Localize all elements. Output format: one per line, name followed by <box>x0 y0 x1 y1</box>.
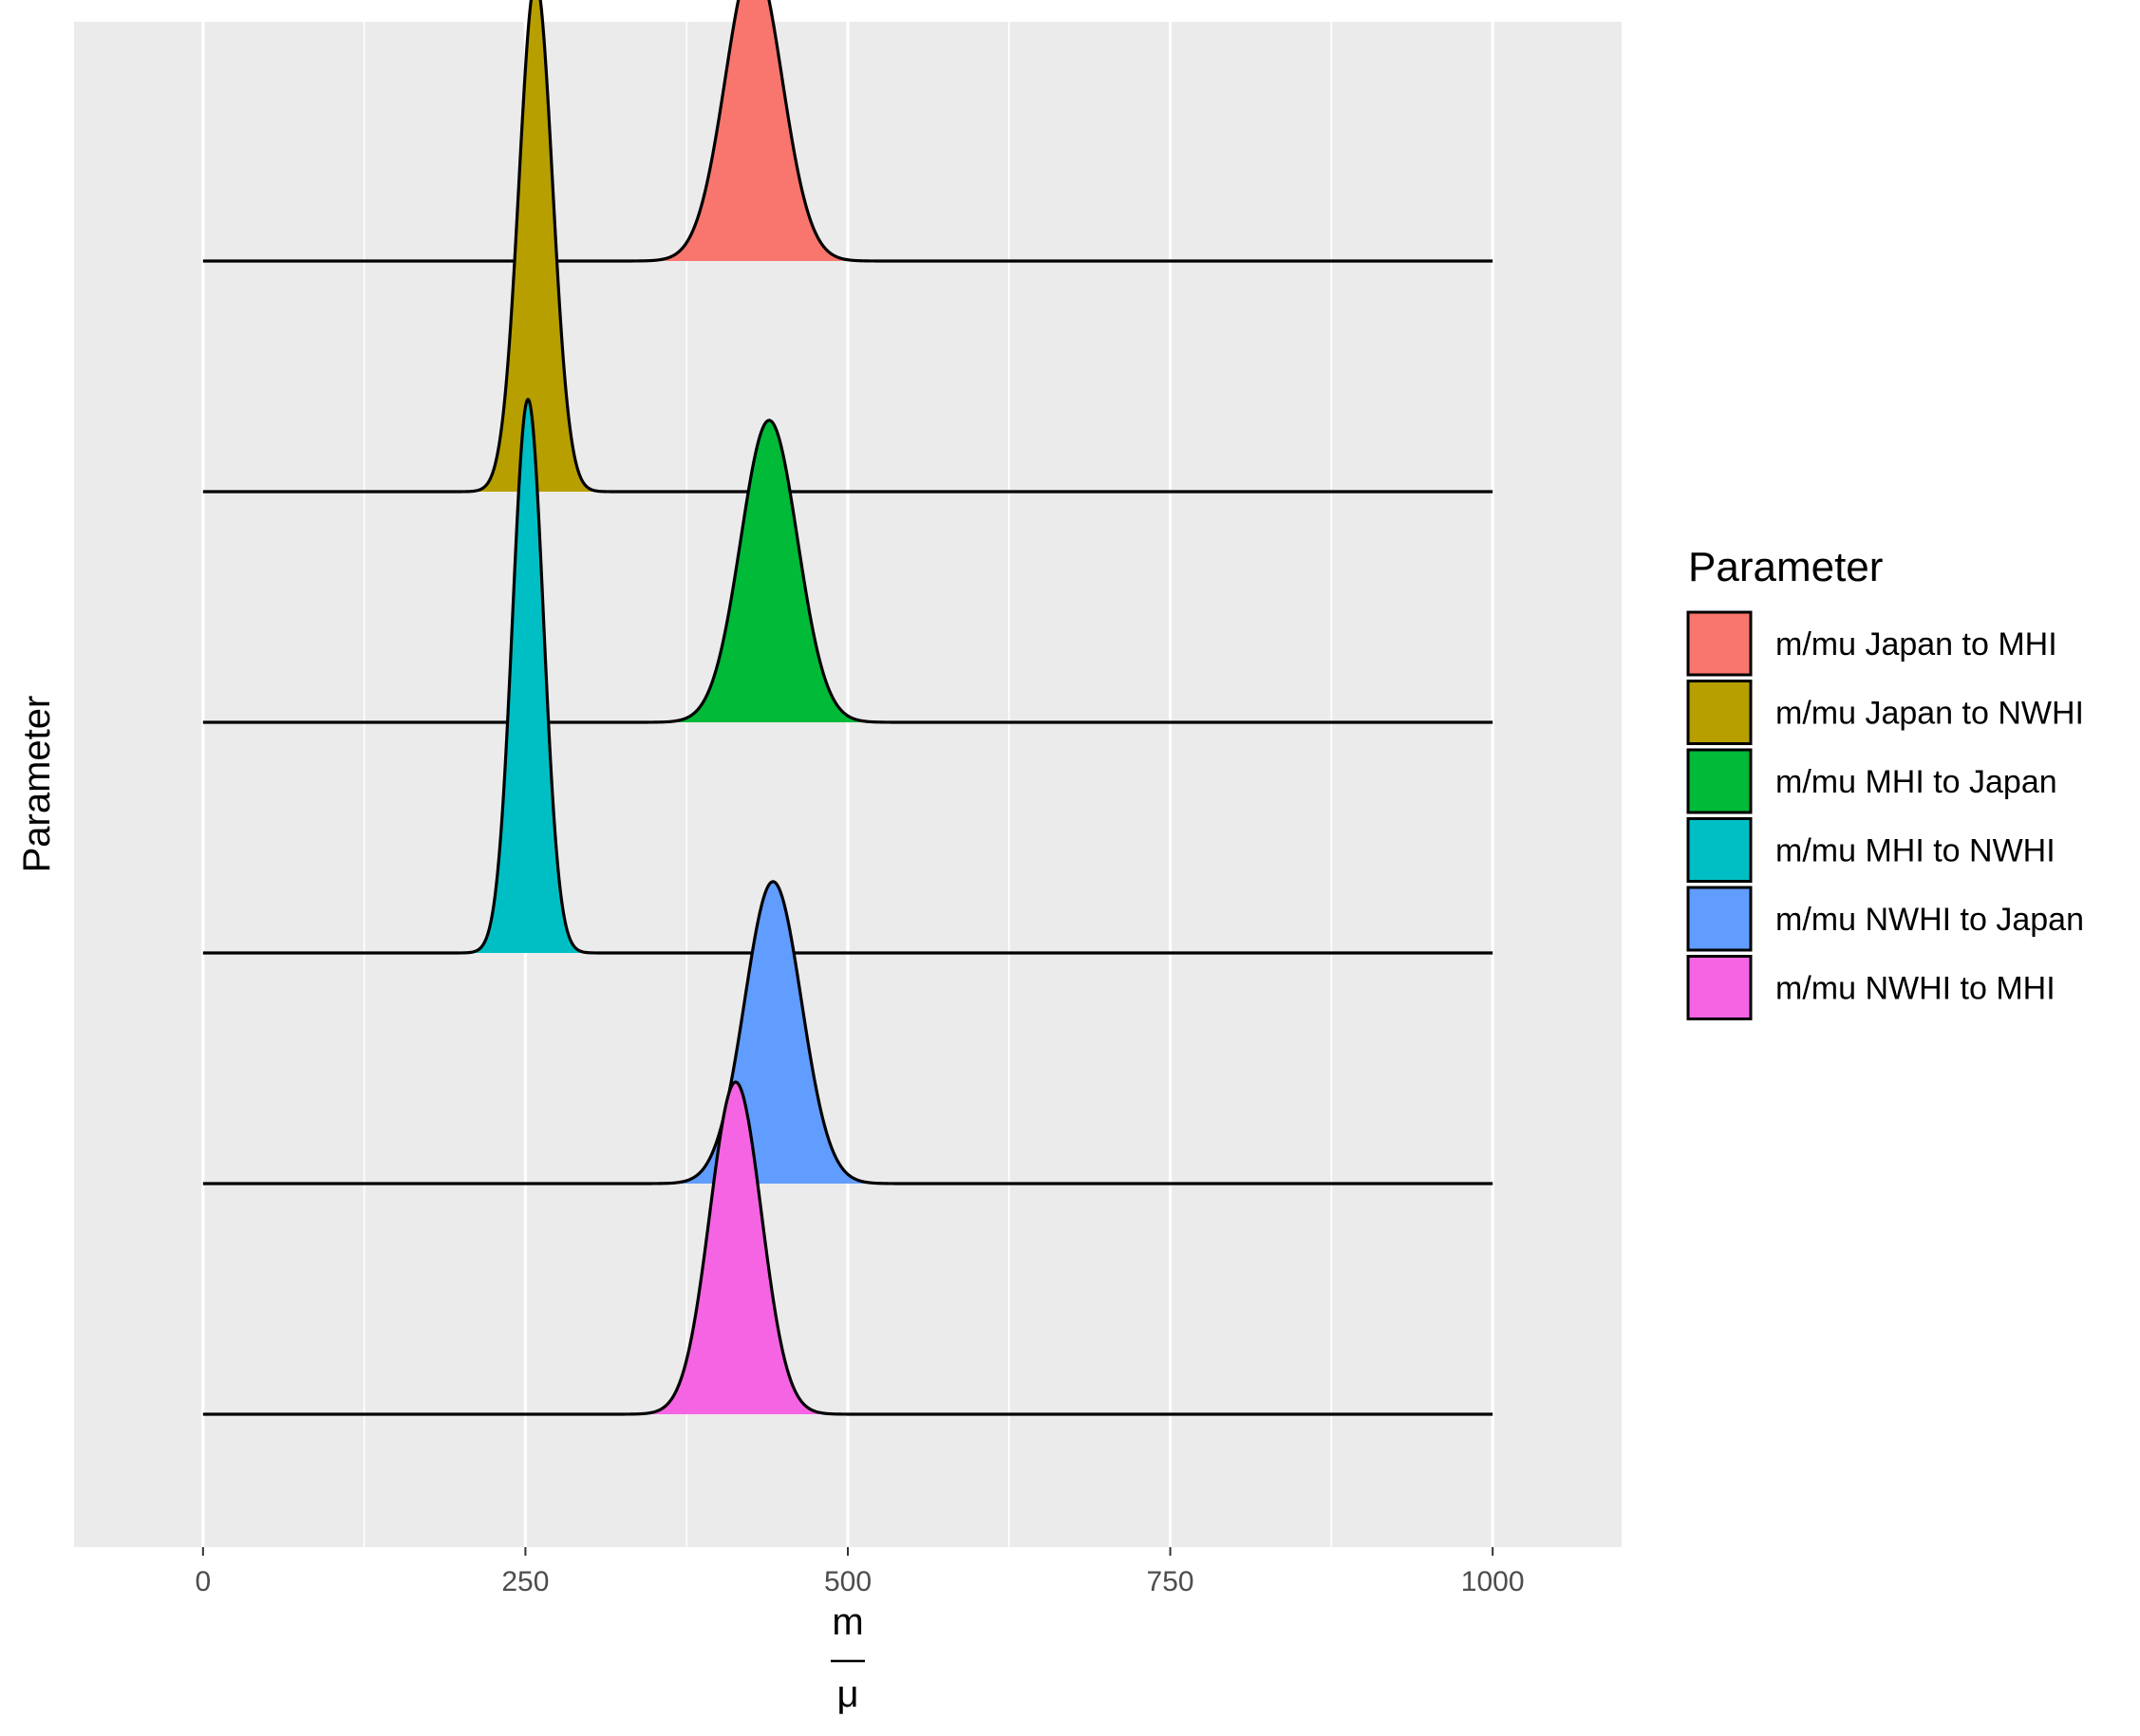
ridge-fill <box>465 399 591 953</box>
legend-label: m/mu NWHI to Japan <box>1775 902 2084 938</box>
x-tick-label: 500 <box>824 1566 872 1597</box>
ridge-outline <box>201 398 1494 955</box>
legend-key <box>1686 680 1753 745</box>
ridge-outline <box>201 1080 1494 1416</box>
legend-key <box>1686 817 1753 883</box>
legend-label: m/mu MHI to NWHI <box>1775 833 2056 869</box>
legend-title: Parameter <box>1688 544 1883 590</box>
ridge-outline <box>201 0 1494 494</box>
legend: m/mu Japan to MHI m/mu Japan to NWHI m/mu … <box>1686 610 2084 1020</box>
ridge-outline <box>201 0 1494 263</box>
legend-key <box>1686 955 1753 1020</box>
x-axis-tick-labels: 0 250 500 750 1000 <box>195 1566 1524 1597</box>
x-tick-label: 1000 <box>1461 1566 1525 1597</box>
ridge-outline <box>201 880 1494 1185</box>
minor-gridlines <box>363 22 1333 1547</box>
legend-key <box>1686 610 1753 677</box>
x-axis-title-denominator: μ <box>836 1673 858 1715</box>
ridge-fill <box>640 0 868 261</box>
legend-label: m/mu Japan to NWHI <box>1775 696 2084 732</box>
legend-label: m/mu Japan to MHI <box>1775 626 2057 663</box>
legend-label: m/mu MHI to Japan <box>1775 764 2057 800</box>
legend-label: m/mu NWHI to MHI <box>1775 971 2056 1007</box>
ridge-fill <box>655 420 883 722</box>
ridge-fill <box>659 881 887 1184</box>
ridge-fill <box>632 1082 839 1414</box>
density-ridges <box>201 0 1494 1416</box>
x-tick-label: 250 <box>501 1566 549 1597</box>
x-axis-ticks <box>201 1547 1494 1556</box>
ridge-outline <box>201 419 1494 724</box>
x-tick-label: 750 <box>1147 1566 1194 1597</box>
ridge-fill <box>468 0 603 492</box>
legend-key <box>1686 748 1753 814</box>
y-axis-title: Parameter <box>16 696 58 873</box>
x-axis-title-numerator: m <box>832 1601 863 1643</box>
x-tick-label: 0 <box>195 1566 211 1597</box>
legend-key <box>1686 886 1753 952</box>
